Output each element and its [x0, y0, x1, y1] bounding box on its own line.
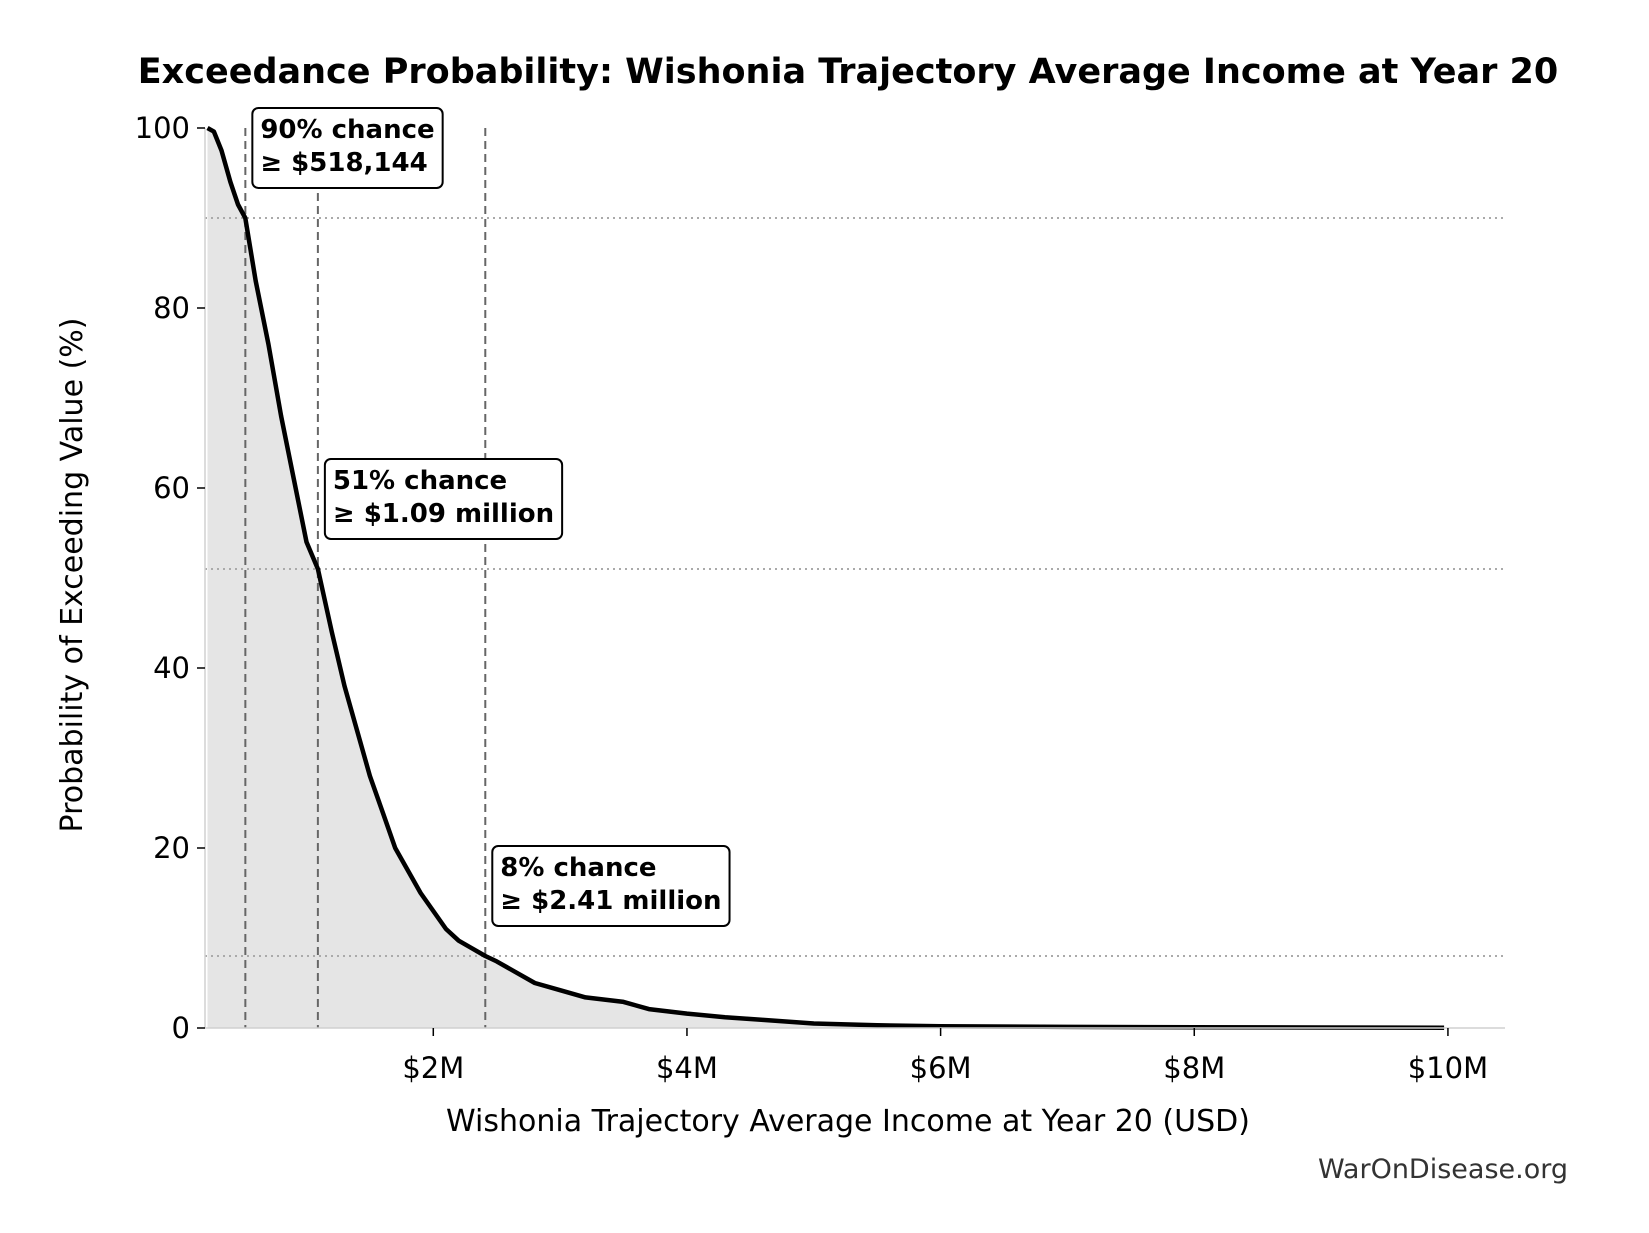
- x-tick-label-2: $6M: [910, 1051, 972, 1085]
- x-axis-ticks: $2M $4M $6M $8M $10M: [402, 1028, 1488, 1085]
- x-tick-label-0: $2M: [402, 1051, 464, 1085]
- annotation-1: 51% chance≥ $1.09 million: [323, 458, 564, 540]
- annotation-0: 90% chance≥ $518,144: [251, 107, 444, 189]
- annotation-line1-2: 8% chance: [500, 853, 656, 883]
- annotation-box-2: [491, 845, 731, 927]
- x-tick-label-4: $10M: [1408, 1051, 1488, 1085]
- annotation-2: 8% chance≥ $2.41 million: [491, 845, 731, 927]
- threshold-annotations: 90% chance≥ $518,144 51% chance≥ $1.09 mi…: [251, 107, 731, 927]
- y-tick-label-0: 0: [172, 1011, 190, 1045]
- plot-area: $2M $4M $6M $8M $10M 0 20 40 60 80 100 90% chance…: [135, 107, 1505, 1085]
- y-axis-label: Probability of Exceeding Value (%): [55, 318, 90, 833]
- annotation-line2-1: ≥ $1.09 million: [333, 499, 554, 529]
- exceedance-area-fill: [207, 128, 1445, 1028]
- annotation-box-0: [251, 107, 444, 189]
- x-axis-label: Wishonia Trajectory Average Income at Ye…: [446, 1104, 1250, 1139]
- annotation-line2-2: ≥ $2.41 million: [500, 886, 721, 916]
- chart-title: Exceedance Probability: Wishonia Traject…: [138, 52, 1558, 92]
- y-axis-ticks: 0 20 40 60 80 100: [135, 111, 205, 1045]
- x-tick-label-3: $8M: [1163, 1051, 1225, 1085]
- y-tick-label-2: 40: [153, 651, 190, 685]
- y-tick-label-3: 60: [153, 471, 190, 505]
- y-tick-label-4: 80: [153, 291, 190, 325]
- threshold-hlines: [205, 217, 1505, 957]
- annotation-line1-0: 90% chance: [260, 115, 434, 145]
- annotation-box-1: [323, 458, 564, 540]
- x-tick-label-1: $4M: [656, 1051, 718, 1085]
- y-tick-label-5: 100: [135, 111, 190, 145]
- y-tick-label-1: 20: [153, 831, 190, 865]
- exceedance-curve: [206, 126, 1445, 1030]
- watermark: WarOnDisease.org: [1318, 1154, 1568, 1185]
- annotation-line2-0: ≥ $518,144: [260, 148, 427, 178]
- annotation-line1-1: 51% chance: [333, 466, 507, 496]
